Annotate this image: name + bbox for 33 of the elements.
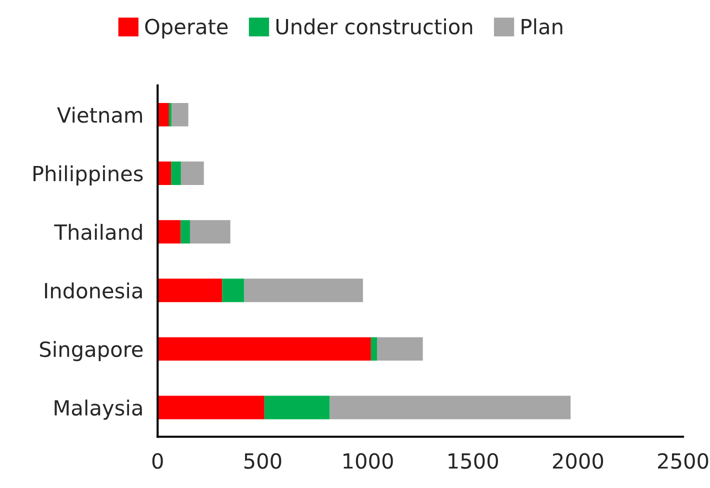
x-tick-label: 500 xyxy=(244,453,282,469)
legend-label: Operate xyxy=(145,18,228,39)
y-tick-label: Vietnam xyxy=(57,106,142,123)
bar xyxy=(370,337,378,361)
y-tick-label: Philippines xyxy=(34,165,143,186)
x-tick-label: 2500 xyxy=(658,453,708,469)
bar xyxy=(172,102,188,126)
bar xyxy=(330,396,571,420)
bar xyxy=(244,278,363,302)
bar xyxy=(190,220,230,244)
legend-label: Plan xyxy=(522,18,562,35)
bar xyxy=(222,278,244,302)
bar xyxy=(264,396,330,420)
bar xyxy=(158,102,169,126)
x-tick-label: 2000 xyxy=(552,453,604,469)
bar xyxy=(158,278,222,302)
bar xyxy=(158,162,172,185)
legend-label: Under construction xyxy=(276,18,472,35)
bar xyxy=(168,102,172,126)
x-tick-label: 1000 xyxy=(344,453,393,469)
bar xyxy=(158,220,181,244)
y-tick-label: Indonesia xyxy=(45,282,142,299)
bar xyxy=(158,396,264,420)
bar xyxy=(377,337,423,361)
y-tick-label: Thailand xyxy=(54,224,142,240)
bar xyxy=(180,220,190,244)
bar xyxy=(158,337,371,361)
y-tick-label: Malaysia xyxy=(54,400,142,420)
y-tick-label: Singapore xyxy=(40,341,143,362)
bar xyxy=(180,162,204,185)
bar xyxy=(171,162,181,185)
x-tick-label: 0 xyxy=(152,453,163,469)
x-tick-label: 1500 xyxy=(448,453,498,469)
